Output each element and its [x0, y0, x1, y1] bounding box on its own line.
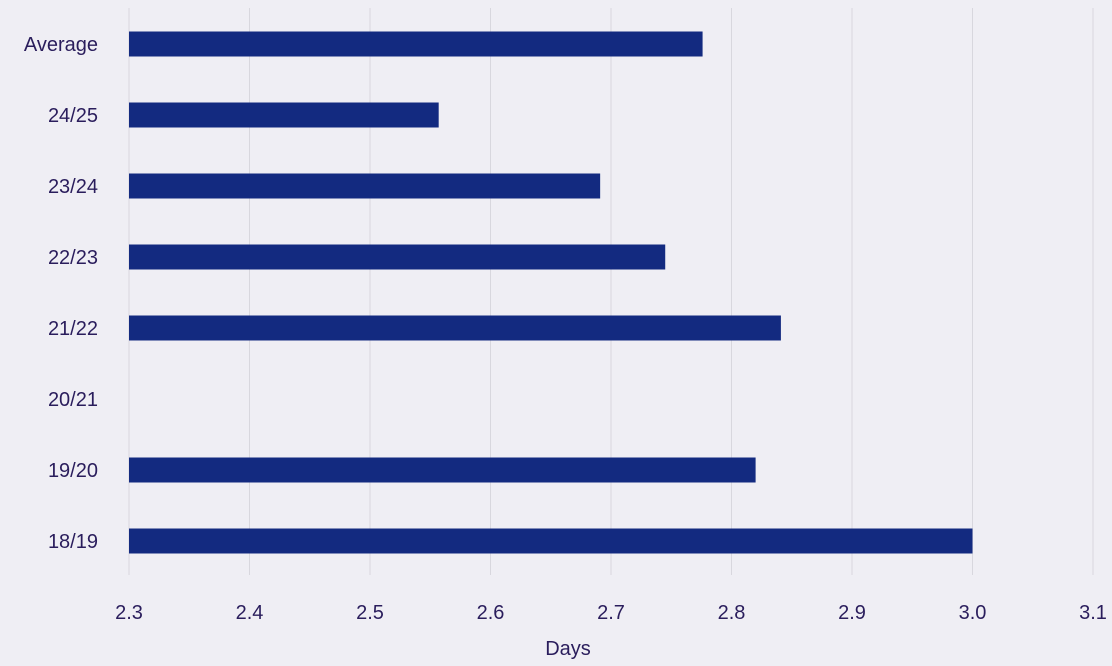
y-category-label: 19/20 — [48, 460, 98, 482]
bar — [129, 173, 601, 199]
x-axis-title: Days — [545, 638, 591, 660]
y-category-label: 24/25 — [48, 105, 98, 127]
x-tick-label: 3.1 — [1079, 602, 1107, 624]
y-category-label: 18/19 — [48, 531, 98, 553]
bar — [129, 457, 756, 483]
y-category-label: Average — [24, 34, 98, 56]
y-category-label: 23/24 — [48, 176, 98, 198]
gridlines — [128, 8, 1094, 575]
bars — [129, 31, 973, 554]
x-tick-label: 3.0 — [959, 602, 987, 624]
y-category-label: 20/21 — [48, 389, 98, 411]
bar — [129, 528, 973, 554]
x-tick-label: 2.5 — [356, 602, 384, 624]
x-axis-ticks: 2.3 2.4 2.5 2.6 2.7 2.8 2.9 3.0 3.1 — [115, 602, 1107, 624]
y-axis-labels: Average 24/25 23/24 22/23 21/22 20/21 19/20 18/… — [24, 34, 98, 553]
bar — [129, 102, 439, 128]
x-tick-label: 2.4 — [236, 602, 264, 624]
x-tick-label: 2.6 — [477, 602, 505, 624]
y-category-label: 21/22 — [48, 318, 98, 340]
y-category-label: 22/23 — [48, 247, 98, 269]
x-tick-label: 2.9 — [838, 602, 866, 624]
x-tick-label: 2.8 — [718, 602, 746, 624]
bar — [129, 244, 666, 270]
x-tick-label: 2.7 — [597, 602, 625, 624]
bar — [129, 315, 781, 341]
x-tick-label: 2.3 — [115, 602, 143, 624]
bar — [129, 31, 703, 57]
